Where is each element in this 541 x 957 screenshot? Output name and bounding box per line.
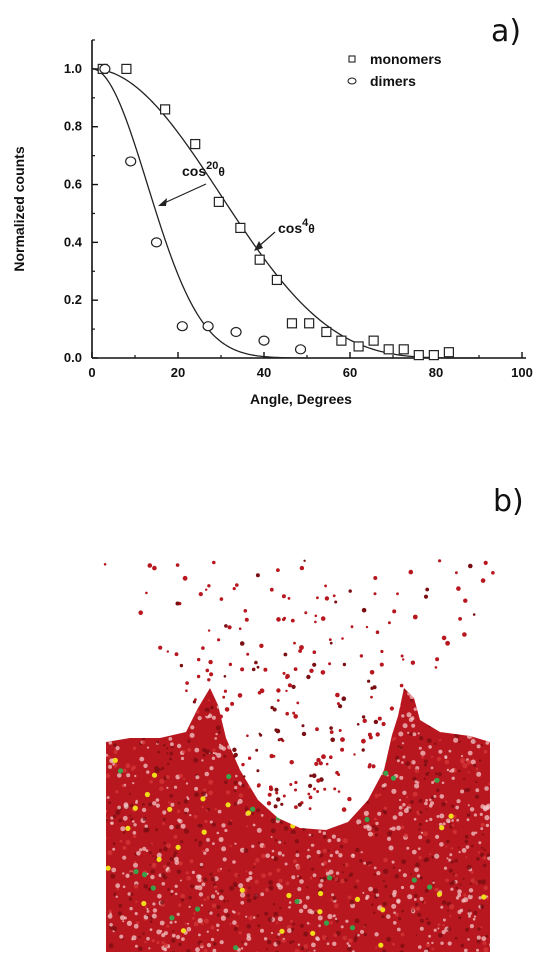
monomer-point [444,348,453,357]
sputtering-simulation-image [0,470,541,952]
y-tick-label: 0.0 [64,350,82,365]
monomer-point [369,336,378,345]
dimer-point [126,157,136,166]
y-tick-label: 0.4 [64,234,83,249]
monomer-point [255,255,264,264]
y-tick-label: 1.0 [64,61,82,76]
cos20-arrowhead [158,198,167,206]
cos-20-curve [92,69,479,358]
y-tick-label: 0.8 [64,119,82,134]
legend-dimers-label: dimers [370,73,416,89]
legend-monomers-marker [349,56,355,62]
dimer-point [296,345,306,354]
legend-dimers-marker [348,78,356,84]
y-tick-label: 0.6 [64,177,82,192]
dimer-point [259,336,269,345]
x-tick-label: 80 [429,365,443,380]
monomer-point [337,336,346,345]
monomer-point [429,351,438,360]
monomer-point [414,351,423,360]
y-axis-label: Normalized counts [11,146,27,271]
monomer-point [287,319,296,328]
dimer-point [203,322,213,331]
chart-panel-a: 0 20 40 60 80 100 0.0 0.2 0.4 0.6 0.8 1.0 Angle, Deg… [0,0,541,425]
x-axis-label: Angle, Degrees [250,391,352,407]
cos-4-curve [92,69,479,358]
y-tick-label: 0.2 [64,292,82,307]
dimer-point [231,327,241,336]
legend-monomers-label: monomers [370,51,442,67]
monomer-point [354,342,363,351]
monomer-point [214,197,223,206]
x-tick-label: 100 [511,365,533,380]
monomer-point [384,345,393,354]
cos20-annotation: cos20θ [182,160,225,179]
simulation-panel-b [0,470,541,957]
normalized-counts-chart: 0 20 40 60 80 100 0.0 0.2 0.4 0.6 0.8 1.0 Angle, Deg… [0,0,541,420]
dimer-point [152,238,162,247]
panel-label-b: b) [493,484,524,519]
monomer-point [305,319,314,328]
dimer-point [100,64,110,73]
monomer-point [122,64,131,73]
x-tick-label: 60 [343,365,357,380]
x-tick-label: 40 [257,365,271,380]
monomer-point [161,105,170,114]
panel-label-a: a) [491,14,521,49]
x-tick-label: 20 [171,365,185,380]
monomer-point [272,275,281,284]
monomer-point [322,327,331,336]
monomer-point [191,140,200,149]
cos20-arrow [162,184,206,204]
cos4-annotation: cos4θ [278,217,315,236]
monomer-point [399,345,408,354]
dimer-point [177,322,187,331]
monomer-point [236,223,245,232]
x-tick-label: 0 [88,365,95,380]
